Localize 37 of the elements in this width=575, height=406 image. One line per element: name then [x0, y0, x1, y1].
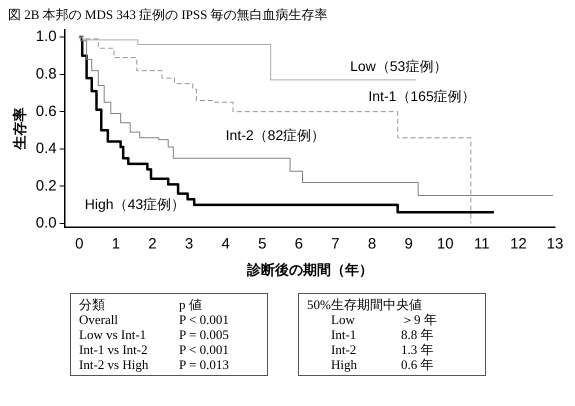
- x-tick-label: 13: [546, 235, 564, 252]
- y-tick-label: 0.4: [36, 140, 57, 158]
- y-tick-label: 0.0: [36, 214, 57, 232]
- x-tick-label: 0: [75, 235, 84, 252]
- text: Low vs Int-1 P = 0.005: [79, 327, 229, 342]
- text: High 0.6 年: [331, 357, 434, 372]
- x-tick-label: 4: [221, 235, 230, 252]
- text: Low ＞9 年: [331, 312, 437, 327]
- x-tick-label: 10: [436, 235, 454, 252]
- series-label: Int-2（82症例）: [226, 127, 326, 144]
- x-tick-label: 7: [331, 235, 340, 252]
- x-tick-label: 2: [148, 235, 157, 252]
- y-tick-label: 0.6: [36, 102, 57, 120]
- series-label: Int-1（165症例）: [368, 88, 476, 104]
- x-axis-title: 診断後の期間（年）: [246, 261, 373, 278]
- text: Int-2 1.3 年: [331, 342, 434, 357]
- x-tick-label: 3: [184, 235, 194, 252]
- series-label: High（43症例）: [84, 196, 186, 212]
- y-axis-title: 生存率: [11, 107, 28, 150]
- x-tick-label: 8: [368, 235, 376, 252]
- x-tick-label: 12: [510, 235, 527, 252]
- y-tick-label: 0.2: [36, 177, 57, 194]
- series-label: Low（53症例）: [350, 58, 448, 74]
- x-tick-label: 1: [112, 235, 120, 252]
- text: 50%生存期間中央値: [307, 297, 423, 312]
- text: 分類 p 値: [79, 297, 202, 312]
- text: Int-1 vs Int-2 P < 0.001: [79, 342, 229, 357]
- text: Overall P < 0.001: [79, 312, 229, 327]
- x-tick-label: 6: [294, 235, 304, 252]
- chart-title: 図 2B 本邦の MDS 343 症例の IPSS 毎の無白血病生存率: [8, 7, 328, 22]
- x-tick-label: 11: [474, 235, 490, 252]
- y-tick-label: 0.8: [36, 65, 57, 82]
- x-tick-label: 5: [258, 235, 266, 252]
- text: Int-2 vs High P = 0.013: [79, 357, 229, 372]
- x-tick-label: 9: [404, 235, 413, 252]
- y-tick-label: 1.0: [36, 28, 57, 46]
- text: Int-1 8.8 年: [331, 327, 434, 342]
